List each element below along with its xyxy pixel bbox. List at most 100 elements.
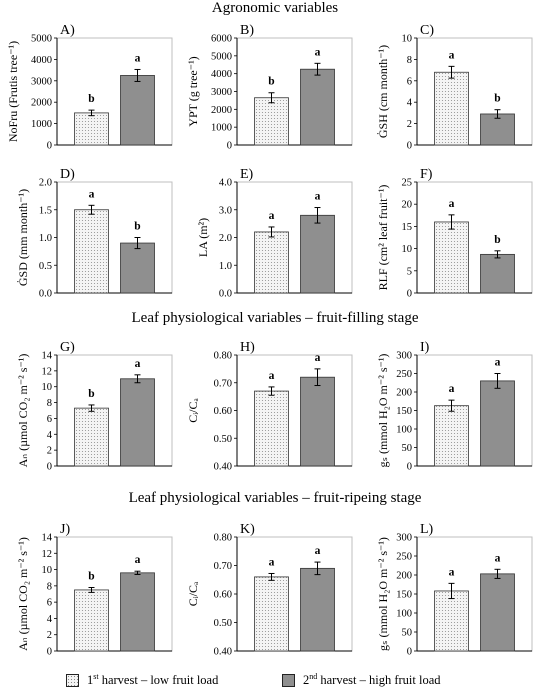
y-tick-label: 8	[407, 55, 412, 66]
bar-second-harvest	[300, 376, 335, 467]
panel-a	[54, 37, 173, 146]
y-tick-label: 12	[42, 549, 53, 560]
significance-letter: a	[89, 188, 95, 200]
significance-letter: a	[315, 352, 321, 364]
panel-i	[414, 354, 533, 467]
y-tick-label: 100	[396, 425, 412, 436]
significance-letter: a	[269, 370, 275, 382]
bar-first-harvest	[74, 589, 109, 652]
y-tick-label: 1.5	[39, 205, 52, 216]
panel-e	[234, 181, 353, 294]
y-tick-label: 14	[42, 351, 53, 362]
y-tick-label: 4	[407, 98, 413, 109]
title-fruit-ripening: Leaf physiological variables – fruit-rip…	[128, 490, 422, 506]
significance-letter: a	[135, 358, 141, 370]
panel-label: G)	[60, 340, 75, 355]
significance-letter: a	[449, 566, 455, 578]
y-axis-label: YPT (g tree⁻¹)	[186, 56, 200, 126]
y-tick-label: 0.0	[219, 289, 232, 300]
y-tick-label: 12	[42, 366, 53, 377]
y-tick-label: 3000	[211, 87, 232, 98]
y-tick-label: 250	[396, 369, 412, 380]
y-tick-label: 5000	[211, 51, 232, 62]
panel-d	[54, 181, 173, 294]
significance-letter: b	[494, 234, 500, 246]
significance-letter: a	[269, 556, 275, 568]
y-axis-label: ĠSD (mm month⁻¹)	[15, 189, 30, 286]
y-tick-label: 1.0	[219, 261, 232, 272]
y-axis-label: Cᵢ/Cₐ	[186, 581, 200, 606]
significance-letter: b	[494, 93, 500, 105]
legend-label-first: 1st harvest – low fruit load	[87, 672, 218, 688]
y-tick-label: 0	[407, 289, 412, 300]
y-tick-label: 15	[402, 222, 413, 233]
y-tick-label: 6	[47, 598, 52, 609]
panel-l	[414, 536, 533, 652]
legend-label-second: 2nd harvest – high fruit load	[303, 672, 441, 688]
significance-letter: b	[88, 93, 94, 105]
panel-label: C)	[420, 23, 434, 38]
y-tick-label: 300	[396, 351, 412, 362]
bar-first-harvest	[254, 390, 289, 467]
significance-letter: a	[449, 198, 455, 210]
panel-h	[234, 354, 353, 467]
y-tick-label: 0.40	[214, 647, 232, 658]
panel-b	[234, 37, 353, 146]
panel-label: H)	[240, 340, 255, 355]
legend-first-sup: st	[93, 672, 99, 681]
y-tick-label: 300	[396, 533, 412, 544]
y-tick-label: 8	[47, 398, 52, 409]
y-tick-label: 4000	[211, 69, 232, 80]
y-tick-label: 4	[47, 614, 53, 625]
y-tick-label: 0.70	[214, 378, 232, 389]
y-tick-label: 8	[47, 581, 52, 592]
legend-swatch-second	[282, 673, 295, 687]
y-tick-label: 10	[402, 244, 413, 255]
y-tick-label: 200	[396, 388, 412, 399]
y-tick-label: 2	[47, 446, 52, 457]
panel-label: F)	[420, 167, 433, 182]
bar-second-harvest	[300, 68, 335, 146]
y-axis-label: gₛ (mmol H₂O m⁻² s⁻¹)	[376, 354, 390, 468]
y-tick-label: 1.0	[39, 233, 52, 244]
y-tick-label: 10	[402, 34, 413, 45]
y-tick-label: 0.60	[214, 590, 232, 601]
y-tick-label: 6	[47, 414, 52, 425]
bar-first-harvest	[74, 209, 109, 294]
significance-letter: a	[495, 357, 501, 369]
panel-label: E)	[240, 167, 254, 182]
significance-letter: a	[449, 49, 455, 61]
bar-first-harvest	[434, 221, 469, 294]
y-tick-label: 0.5	[39, 261, 52, 272]
y-tick-label: 150	[396, 406, 412, 417]
y-tick-label: 1000	[31, 119, 52, 130]
bar-second-harvest	[120, 75, 155, 146]
bar-second-harvest	[120, 572, 155, 652]
bar-second-harvest	[120, 378, 155, 467]
panel-label: K)	[240, 522, 255, 537]
y-tick-label: 0	[407, 462, 412, 473]
legend-first-number: 1	[87, 673, 94, 688]
y-tick-label: 50	[402, 628, 413, 639]
y-tick-label: 0	[47, 647, 52, 658]
panel-label: A)	[60, 23, 75, 38]
bar-first-harvest	[434, 590, 469, 652]
legend-second-sup: nd	[309, 672, 318, 681]
bar-second-harvest	[300, 567, 335, 652]
bar-first-harvest	[74, 407, 109, 467]
bar-first-harvest	[254, 576, 289, 652]
y-tick-label: 0.40	[214, 462, 232, 473]
y-axis-label: Aₙ (µmol CO₂ m⁻² s⁻¹)	[16, 537, 30, 651]
y-tick-label: 200	[396, 571, 412, 582]
y-tick-label: 0.80	[214, 533, 232, 544]
y-tick-label: 1000	[211, 123, 232, 134]
legend-second-harvest: 2nd harvest – high fruit load	[282, 672, 441, 688]
bar-first-harvest	[74, 112, 109, 146]
bar-second-harvest	[120, 242, 155, 294]
y-tick-label: 0.60	[214, 406, 232, 417]
y-tick-label: 250	[396, 552, 412, 563]
y-tick-label: 100	[396, 609, 412, 620]
significance-letter: a	[449, 383, 455, 395]
y-tick-label: 2	[47, 630, 52, 641]
y-tick-label: 0	[227, 141, 232, 152]
